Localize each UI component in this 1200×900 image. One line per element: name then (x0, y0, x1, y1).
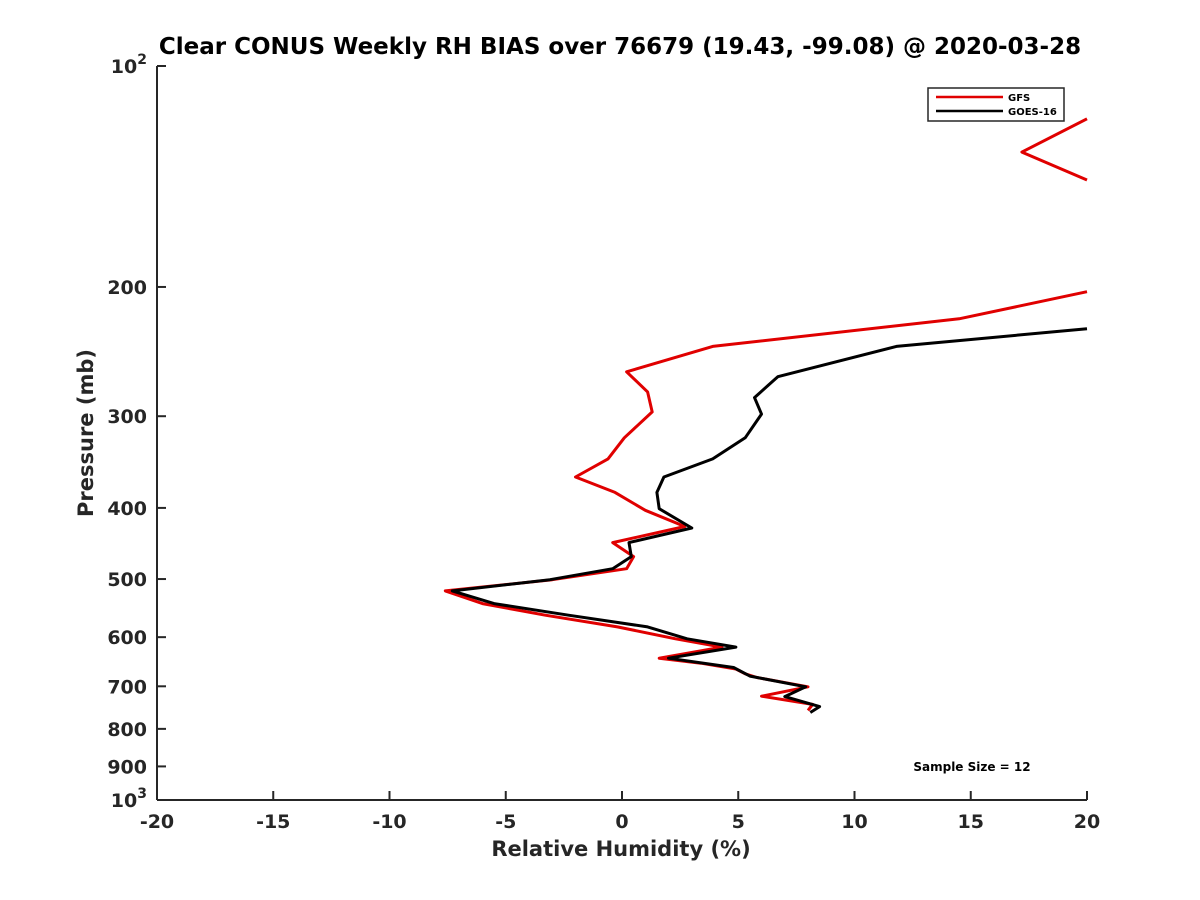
y-tick-label: 900 (107, 756, 147, 778)
series-line-gfs (443, 290, 1088, 712)
y-tick-label: 400 (107, 498, 147, 520)
y-tick-label: 103 (111, 786, 147, 812)
x-tick-label: 0 (615, 811, 628, 833)
legend-label-gfs: GFS (1008, 93, 1030, 104)
x-tick-label: 20 (1074, 811, 1100, 833)
x-tick-label: -5 (495, 811, 516, 833)
legend-label-goes16: GOES-16 (1008, 107, 1057, 118)
y-tick-label: 800 (107, 719, 147, 741)
x-tick-label: -15 (256, 811, 290, 833)
y-tick-label: 600 (107, 627, 147, 649)
y-tick-label: 102 (111, 52, 147, 78)
x-tick-label: 15 (958, 811, 984, 833)
x-axis-ticks: -20 -15 -10 -5 0 5 10 15 20 (140, 791, 1100, 833)
series-layer (443, 117, 1088, 714)
x-axis-label: Relative Humidity (%) (491, 837, 750, 861)
x-tick-label: -20 (140, 811, 174, 833)
x-tick-label: 10 (841, 811, 867, 833)
y-tick-label: 500 (107, 569, 147, 591)
chart-title: Clear CONUS Weekly RH BIAS over 76679 (1… (159, 34, 1081, 60)
y-tick-label: 700 (107, 676, 147, 698)
legend: GFS GOES-16 (927, 87, 1065, 122)
y-tick-label: 300 (107, 406, 147, 428)
y-axis-label: Pressure (mb) (74, 349, 98, 517)
sample-size-annotation: Sample Size = 12 (913, 760, 1030, 774)
x-tick-label: -10 (372, 811, 406, 833)
series-line-gfs (1020, 117, 1088, 182)
plot-area: -20 -15 -10 -5 0 5 10 15 20 102 200 300 400 500 600 70… (107, 52, 1100, 833)
y-axis-ticks: 102 200 300 400 500 600 700 800 900 103 (107, 52, 166, 812)
legend-box (927, 87, 1065, 122)
series-line-goes16 (450, 327, 1088, 714)
x-tick-label: 5 (732, 811, 745, 833)
y-tick-label: 200 (107, 277, 147, 299)
